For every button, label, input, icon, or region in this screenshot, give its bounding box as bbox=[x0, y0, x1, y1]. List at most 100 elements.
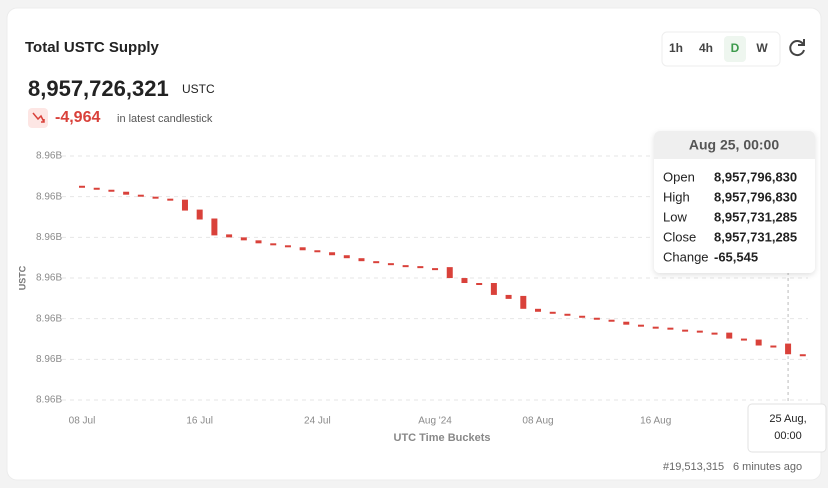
refresh-icon bbox=[789, 40, 805, 57]
candle-body bbox=[343, 255, 350, 259]
x-tick-label: 16 Aug bbox=[640, 416, 671, 427]
candle-body bbox=[226, 234, 233, 238]
tooltip-value: 8,957,731,285 bbox=[714, 229, 797, 244]
unit: USTC bbox=[182, 82, 215, 96]
interval-button[interactable]: 1h bbox=[669, 41, 683, 55]
refresh-button[interactable] bbox=[789, 39, 805, 57]
crosshair-label: 00:00 bbox=[774, 430, 802, 442]
candle-body bbox=[608, 319, 615, 322]
candle-body bbox=[785, 343, 792, 355]
interval-group bbox=[661, 31, 781, 67]
tooltip-value: 8,957,796,830 bbox=[714, 189, 797, 204]
x-tick-label: 08 Jul bbox=[69, 416, 96, 427]
candle-body bbox=[196, 209, 203, 220]
change: -4,964 bbox=[55, 109, 100, 126]
candle-body bbox=[549, 311, 556, 314]
candle-body bbox=[637, 324, 644, 327]
change-note: in latest candlestick bbox=[117, 113, 213, 125]
candle-body bbox=[446, 267, 453, 279]
tooltip-label: High bbox=[663, 189, 690, 204]
candle-body bbox=[593, 317, 600, 320]
candle-body bbox=[93, 187, 100, 190]
candle-body bbox=[152, 196, 159, 199]
candle-body bbox=[623, 321, 630, 325]
candle-body bbox=[284, 245, 291, 248]
candle-body bbox=[255, 240, 262, 244]
candle-body bbox=[564, 313, 571, 316]
candle-body bbox=[579, 315, 586, 318]
candle-body bbox=[535, 308, 542, 312]
y-tick-label: 8.96B bbox=[36, 232, 62, 243]
interval-active-bg bbox=[724, 36, 746, 62]
tooltip-box bbox=[654, 131, 815, 273]
candle-body bbox=[799, 354, 806, 357]
x-tick-label: Aug '24 bbox=[418, 416, 452, 427]
y-axis-label: USTC bbox=[17, 265, 27, 290]
tooltip bbox=[654, 131, 815, 273]
y-tick-label: 8.96B bbox=[36, 151, 62, 162]
candle-body bbox=[123, 191, 130, 195]
candle-body bbox=[211, 218, 218, 236]
candle-body bbox=[402, 265, 409, 268]
y-tick-label: 8.96B bbox=[36, 191, 62, 202]
block-number: #19,513,315 bbox=[663, 461, 724, 473]
candle-body bbox=[652, 326, 659, 329]
candle-body bbox=[505, 294, 512, 299]
x-tick-label: 16 Jul bbox=[186, 416, 213, 427]
candle-body bbox=[314, 250, 321, 253]
y-tick-label: 8.96B bbox=[36, 313, 62, 324]
candle-body bbox=[770, 345, 777, 348]
candle-body bbox=[387, 263, 394, 266]
supply-value: 8,957,726,321 bbox=[28, 76, 169, 101]
x-tick-label: 24 Jul bbox=[304, 416, 331, 427]
candle-body bbox=[79, 185, 85, 188]
candle-body bbox=[740, 338, 747, 341]
candle-body bbox=[240, 237, 247, 241]
candle-body bbox=[358, 258, 365, 262]
crosshair-label: 25 Aug, bbox=[769, 413, 806, 425]
down-icon bbox=[32, 112, 45, 123]
x-axis-label: UTC Time Buckets bbox=[394, 432, 491, 444]
candle-body bbox=[667, 327, 674, 330]
candle-body bbox=[476, 283, 483, 286]
candle-body bbox=[696, 330, 703, 333]
crosshair-box bbox=[747, 403, 827, 453]
title: Total USTC Supply bbox=[25, 39, 160, 56]
candle-body bbox=[417, 266, 424, 269]
tooltip-title: Aug 25, 00:00 bbox=[689, 137, 779, 153]
tooltip-label: Change bbox=[663, 249, 709, 264]
candle-body bbox=[755, 339, 762, 346]
y-tick-label: 8.96B bbox=[36, 354, 62, 365]
candle-body bbox=[726, 332, 733, 339]
tooltip-value: 8,957,731,285 bbox=[714, 209, 797, 224]
candle-body bbox=[181, 199, 188, 211]
candle-body bbox=[711, 332, 718, 335]
interval-button[interactable]: 4h bbox=[699, 41, 713, 55]
candle-body bbox=[299, 247, 306, 251]
tooltip-value: -65,545 bbox=[714, 249, 758, 264]
candle-body bbox=[461, 278, 468, 284]
candle-body bbox=[167, 198, 174, 201]
tooltip-label: Open bbox=[663, 169, 695, 184]
candle-body bbox=[108, 189, 115, 192]
card bbox=[6, 7, 822, 481]
x-tick-label: 08 Aug bbox=[522, 416, 553, 427]
y-tick-label: 8.96B bbox=[36, 395, 62, 406]
interval-button[interactable]: W bbox=[756, 41, 768, 55]
candle-body bbox=[432, 268, 439, 271]
tooltip-label: Close bbox=[663, 229, 696, 244]
candle-body bbox=[270, 243, 277, 246]
tooltip-value: 8,957,796,830 bbox=[714, 169, 797, 184]
candle-body bbox=[490, 283, 497, 295]
candle-body bbox=[520, 295, 527, 309]
candle-body bbox=[329, 252, 336, 256]
tooltip-header bbox=[654, 131, 815, 159]
interval-button[interactable]: D bbox=[731, 41, 740, 55]
y-tick-label: 8.96B bbox=[36, 273, 62, 284]
updated-age: 6 minutes ago bbox=[733, 461, 802, 473]
tooltip-label: Low bbox=[663, 209, 687, 224]
refresh-arrow bbox=[798, 39, 805, 46]
candle-body bbox=[373, 261, 380, 264]
